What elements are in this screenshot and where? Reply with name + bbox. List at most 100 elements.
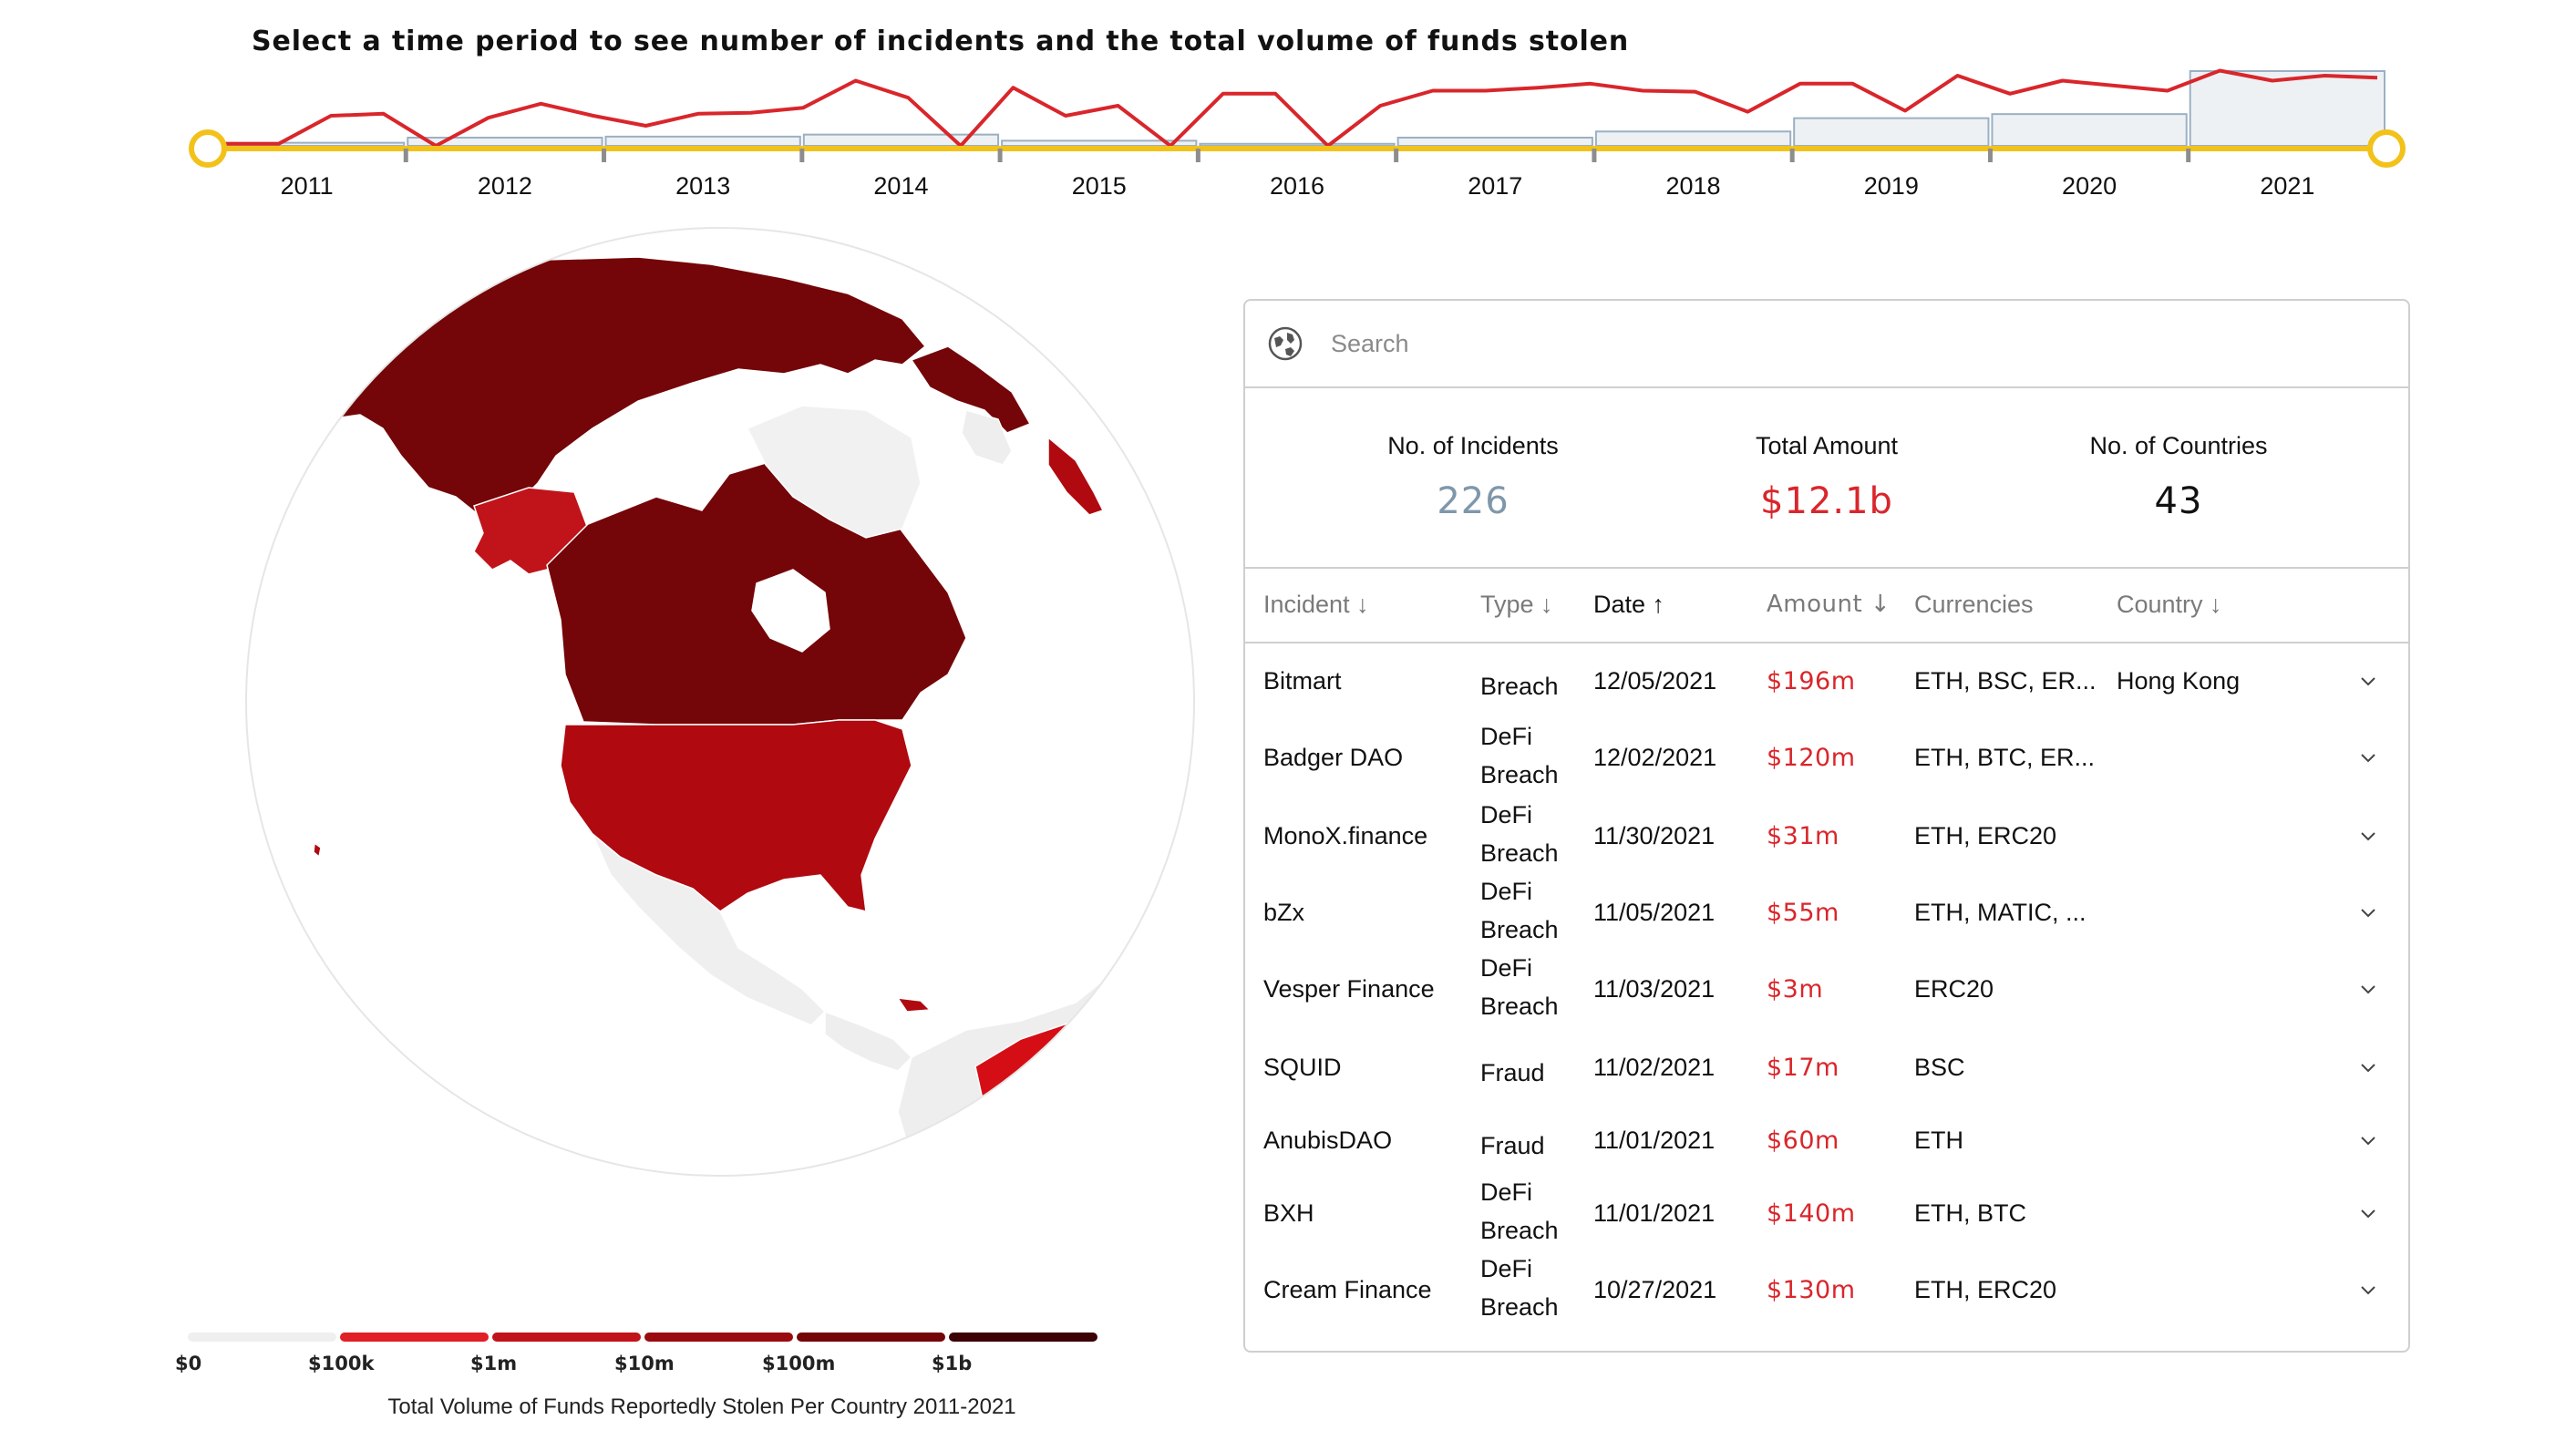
- cell-incident: Vesper Finance: [1263, 975, 1435, 1003]
- country-greenland[interactable]: [746, 405, 922, 539]
- region-hudson-bay: [751, 569, 830, 653]
- table-row[interactable]: Cream Finance DeFi Breach 10/27/2021 $130m E…: [1245, 1252, 2408, 1329]
- cell-incident: Badger DAO: [1263, 744, 1404, 771]
- cell-amount: $3m: [1767, 975, 1824, 1003]
- table-row[interactable]: MonoX.finance DeFi Breach 11/30/2021 $31m ET…: [1245, 798, 2408, 875]
- cell-amount: $55m: [1767, 899, 1839, 927]
- cell-type: DeFi Breach: [1480, 723, 1559, 788]
- column-date[interactable]: Date ↑: [1593, 591, 1665, 618]
- year-label[interactable]: 2015: [1072, 172, 1127, 200]
- column-country[interactable]: Country ↓: [2117, 591, 2222, 618]
- cell-type: DeFi Breach: [1480, 1255, 1559, 1321]
- stat-countries-value: 43: [2154, 480, 2203, 522]
- year-label[interactable]: 2020: [2062, 172, 2117, 200]
- table-row[interactable]: BXH DeFi Breach 11/01/2021 $140m ETH, BTC: [1245, 1176, 2408, 1252]
- range-start-handle[interactable]: [189, 129, 227, 168]
- map-legend: $0 $100k $1m $10m $100m $1b: [175, 1333, 1099, 1405]
- cell-amount: $31m: [1767, 822, 1839, 850]
- legend-label: $10m: [614, 1353, 675, 1374]
- cell-currencies: ETH: [1914, 1127, 1963, 1154]
- cell-currencies: ETH, BSC, ER...: [1914, 667, 2097, 695]
- globe-map[interactable]: [0, 0, 1276, 1312]
- table-row[interactable]: Bitmart Breach 12/05/2021 $196m ETH, BSC, ER…: [1245, 643, 2408, 720]
- country-china-fragment[interactable]: [961, 409, 1013, 466]
- chevron-down-icon[interactable]: [2359, 981, 2377, 999]
- chevron-down-icon[interactable]: [2359, 1132, 2377, 1150]
- year-label[interactable]: 2012: [478, 172, 532, 200]
- chevron-down-icon[interactable]: [2359, 904, 2377, 922]
- search-input[interactable]: [1329, 328, 2335, 359]
- country-hawaii[interactable]: [313, 841, 322, 859]
- country-central-america[interactable]: [824, 1010, 913, 1072]
- chevron-down-icon[interactable]: [2359, 1205, 2377, 1223]
- legend-swatch: [492, 1333, 641, 1342]
- table-row[interactable]: DeFi: [1245, 1329, 2408, 1351]
- cell-currencies: ERC20: [1914, 975, 1994, 1003]
- country-kazakhstan-region[interactable]: [910, 345, 1032, 434]
- cell-incident: MonoX.finance: [1263, 822, 1428, 849]
- timeline-chart[interactable]: 2011 2012 2013 2014 2015 2016 2017 2018 2019 2020…: [0, 0, 2576, 219]
- cell-date: 10/27/2021: [1593, 1276, 1717, 1303]
- column-amount[interactable]: Amount ↓: [1767, 591, 1891, 618]
- table-row[interactable]: AnubisDAO Fraud 11/01/2021 $60m ETH: [1245, 1103, 2408, 1179]
- cell-date: 12/02/2021: [1593, 744, 1717, 771]
- range-end-handle[interactable]: [2367, 129, 2406, 168]
- year-label[interactable]: 2016: [1270, 172, 1324, 200]
- column-currencies[interactable]: Currencies: [1914, 591, 2034, 618]
- chevron-down-icon[interactable]: [2359, 749, 2377, 767]
- cell-incident: AnubisDAO: [1263, 1127, 1393, 1154]
- table-row[interactable]: Badger DAO DeFi Breach 12/02/2021 $120m ETH,…: [1245, 720, 2408, 797]
- cell-amount: $60m: [1767, 1127, 1839, 1155]
- country-japan[interactable]: [1047, 436, 1105, 516]
- year-label[interactable]: 2018: [1666, 172, 1721, 200]
- country-cuba[interactable]: [896, 997, 932, 1013]
- stat-total-amount: Total Amount $12.1b: [1644, 388, 2009, 522]
- country-russia[interactable]: [323, 256, 927, 516]
- year-label[interactable]: 2021: [2260, 172, 2314, 200]
- chevron-down-icon[interactable]: [2359, 1059, 2377, 1077]
- incidents-table[interactable]: Bitmart Breach 12/05/2021 $196m ETH, BSC, ER…: [1245, 643, 2408, 1351]
- legend-label: $1m: [470, 1353, 518, 1374]
- incident-count-bar: [1793, 117, 1990, 148]
- year-label[interactable]: 2013: [675, 172, 730, 200]
- legend-label: $1b: [932, 1353, 973, 1374]
- legend-swatch: [797, 1333, 945, 1342]
- funds-stolen-line: [226, 68, 2378, 148]
- chevron-down-icon[interactable]: [2359, 828, 2377, 846]
- column-type[interactable]: Type ↓: [1480, 591, 1553, 618]
- table-row[interactable]: bZx DeFi Breach 11/05/2021 $55m ETH, MATIC, …: [1245, 875, 2408, 952]
- search-bar: [1245, 301, 2408, 388]
- table-row[interactable]: SQUID Fraud 11/02/2021 $17m BSC: [1245, 1030, 2408, 1106]
- stat-incidents-label: No. of Incidents: [1387, 432, 1559, 459]
- cell-incident: BXH: [1263, 1199, 1314, 1227]
- year-label[interactable]: 2011: [281, 172, 334, 200]
- timeline-title: Select a time period to see number of in…: [252, 26, 1630, 57]
- cell-date: 11/03/2021: [1593, 975, 1716, 1003]
- cell-type: DeFi Breach: [1480, 878, 1559, 943]
- year-label[interactable]: 2017: [1468, 172, 1522, 200]
- stat-countries: No. of Countries 43: [1996, 388, 2361, 522]
- column-incident[interactable]: Incident ↓: [1263, 591, 1369, 618]
- cell-incident: SQUID: [1263, 1054, 1342, 1081]
- incident-count-bar: [1991, 113, 2188, 148]
- globe-icon: [1265, 324, 1305, 364]
- cell-date: 11/01/2021: [1593, 1127, 1716, 1154]
- cell-type: DeFi Breach: [1480, 1178, 1559, 1244]
- legend-caption: Total Volume of Funds Reportedly Stolen …: [387, 1394, 1016, 1419]
- table-header: Incident ↓ Type ↓ Date ↑ Amount ↓ Curren…: [1245, 569, 2408, 643]
- legend-swatch: [188, 1333, 336, 1342]
- year-label[interactable]: 2019: [1864, 172, 1919, 200]
- table-row[interactable]: Vesper Finance DeFi Breach 11/03/2021 $3m ER…: [1245, 952, 2408, 1028]
- chevron-down-icon[interactable]: [2359, 1281, 2377, 1300]
- chevron-down-icon[interactable]: [2359, 673, 2377, 691]
- incidents-panel: No. of Incidents 226 Total Amount $12.1b…: [1243, 299, 2410, 1353]
- cell-incident: bZx: [1263, 899, 1305, 926]
- incident-count-bar: [2189, 70, 2386, 147]
- legend-swatch: [949, 1333, 1097, 1342]
- cell-incident: Bitmart: [1263, 667, 1342, 695]
- cell-date: 12/05/2021: [1593, 667, 1717, 695]
- year-label[interactable]: 2014: [873, 172, 928, 200]
- stat-incidents-value: 226: [1437, 480, 1510, 522]
- cell-type: Breach: [1480, 673, 1559, 700]
- legend-swatch: [340, 1333, 489, 1342]
